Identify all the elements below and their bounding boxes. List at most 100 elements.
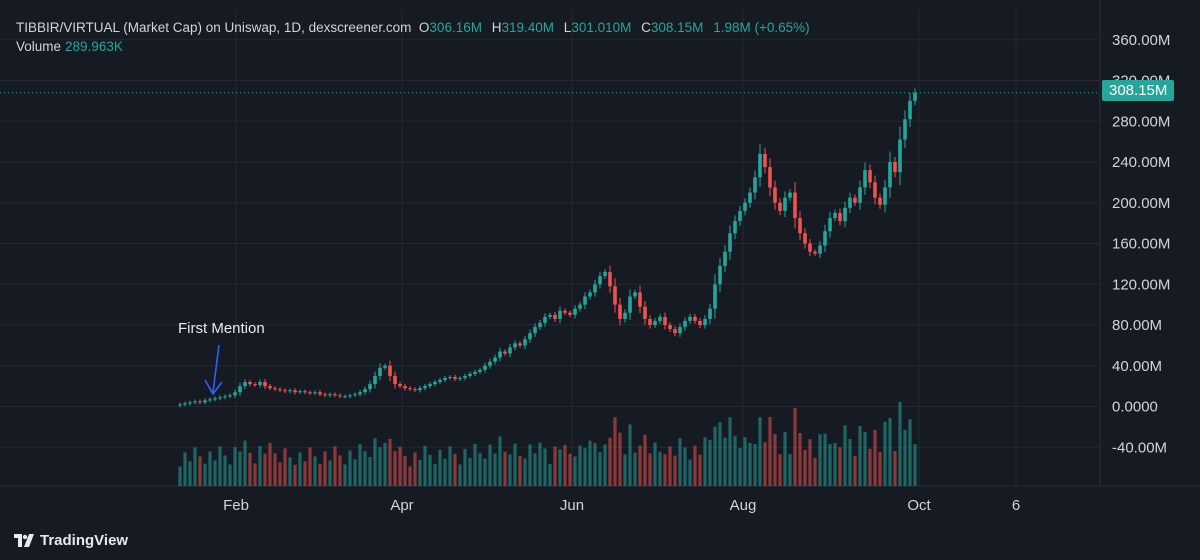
volume-legend[interactable]: Volume 289.963K — [16, 39, 123, 54]
candle[interactable] — [868, 164, 872, 189]
candle[interactable] — [188, 400, 192, 406]
candle[interactable] — [403, 383, 407, 391]
candle[interactable] — [533, 323, 537, 337]
candle[interactable] — [678, 323, 682, 337]
candle[interactable] — [813, 249, 817, 256]
candle[interactable] — [398, 381, 402, 389]
candle[interactable] — [248, 379, 252, 387]
candle[interactable] — [523, 335, 527, 350]
candle[interactable] — [543, 313, 547, 327]
candle[interactable] — [783, 191, 787, 218]
candle[interactable] — [378, 363, 382, 381]
candle[interactable] — [488, 358, 492, 369]
candle[interactable] — [753, 170, 757, 200]
candle[interactable] — [603, 269, 607, 280]
candle[interactable] — [598, 271, 602, 289]
candle[interactable] — [653, 317, 657, 328]
candle[interactable] — [218, 395, 222, 401]
candle[interactable] — [553, 311, 557, 322]
candle[interactable] — [353, 392, 357, 398]
candle[interactable] — [613, 278, 617, 313]
candle[interactable] — [698, 317, 702, 328]
candle[interactable] — [608, 265, 612, 293]
candle[interactable] — [223, 394, 227, 400]
candle[interactable] — [233, 389, 237, 398]
candle[interactable] — [388, 360, 392, 382]
candle[interactable] — [833, 209, 837, 222]
candle[interactable] — [438, 377, 442, 385]
candle[interactable] — [373, 371, 377, 389]
candle[interactable] — [568, 310, 572, 318]
candle[interactable] — [473, 369, 477, 377]
candle[interactable] — [508, 343, 512, 358]
candle[interactable] — [193, 399, 197, 405]
candle[interactable] — [243, 379, 247, 390]
candle[interactable] — [343, 394, 347, 399]
candle[interactable] — [663, 312, 667, 330]
candle[interactable] — [623, 309, 627, 323]
candle[interactable] — [708, 303, 712, 324]
candle[interactable] — [638, 285, 642, 314]
candle[interactable] — [683, 317, 687, 331]
candle[interactable] — [303, 389, 307, 395]
candle[interactable] — [183, 401, 187, 407]
candle[interactable] — [368, 380, 372, 393]
legend-header[interactable]: TIBBIR/VIRTUAL (Market Cap) on Uniswap, … — [16, 20, 816, 35]
candle[interactable] — [503, 349, 507, 356]
candle[interactable] — [563, 308, 567, 316]
candle[interactable] — [478, 367, 482, 375]
candle[interactable] — [323, 392, 327, 398]
candle[interactable] — [288, 388, 292, 394]
candle[interactable] — [538, 320, 542, 330]
candle[interactable] — [738, 205, 742, 227]
candle[interactable] — [458, 376, 462, 381]
candle[interactable] — [693, 313, 697, 324]
candle[interactable] — [778, 198, 782, 216]
candle[interactable] — [828, 211, 832, 238]
candle[interactable] — [308, 390, 312, 396]
candle[interactable] — [493, 354, 497, 365]
candle[interactable] — [888, 151, 892, 198]
candle[interactable] — [198, 399, 202, 405]
candle[interactable] — [748, 187, 752, 208]
candle[interactable] — [423, 383, 427, 391]
candle[interactable] — [763, 147, 767, 174]
candle[interactable] — [498, 347, 502, 362]
candle[interactable] — [483, 362, 487, 373]
candle[interactable] — [428, 381, 432, 389]
candle[interactable] — [573, 305, 577, 319]
candle[interactable] — [358, 389, 362, 397]
candle[interactable] — [363, 386, 367, 395]
candle[interactable] — [858, 180, 862, 210]
candle[interactable] — [838, 208, 842, 226]
candle[interactable] — [768, 158, 772, 197]
candle[interactable] — [788, 189, 792, 201]
candle[interactable] — [518, 341, 522, 348]
candle[interactable] — [673, 326, 677, 337]
candle[interactable] — [348, 393, 352, 399]
candle[interactable] — [688, 313, 692, 324]
candle[interactable] — [718, 257, 722, 293]
candle[interactable] — [418, 385, 422, 393]
candle[interactable] — [333, 392, 337, 398]
candle[interactable] — [878, 193, 882, 209]
candle[interactable] — [513, 340, 517, 351]
candle[interactable] — [898, 126, 902, 186]
candle[interactable] — [863, 162, 867, 196]
candle[interactable] — [413, 387, 417, 393]
candle[interactable] — [328, 392, 332, 398]
candle[interactable] — [213, 396, 217, 402]
candle[interactable] — [578, 301, 582, 312]
candle[interactable] — [658, 313, 662, 324]
price-axis[interactable]: 360.00M320.00M280.00M240.00M200.00M160.0… — [1112, 32, 1170, 457]
candle[interactable] — [313, 390, 317, 396]
candle[interactable] — [853, 194, 857, 207]
candle[interactable] — [848, 192, 852, 213]
candle[interactable] — [408, 386, 412, 392]
candle[interactable] — [393, 371, 397, 389]
candle[interactable] — [823, 224, 827, 253]
candle[interactable] — [338, 393, 342, 399]
candle[interactable] — [643, 300, 647, 325]
candle[interactable] — [283, 388, 287, 394]
